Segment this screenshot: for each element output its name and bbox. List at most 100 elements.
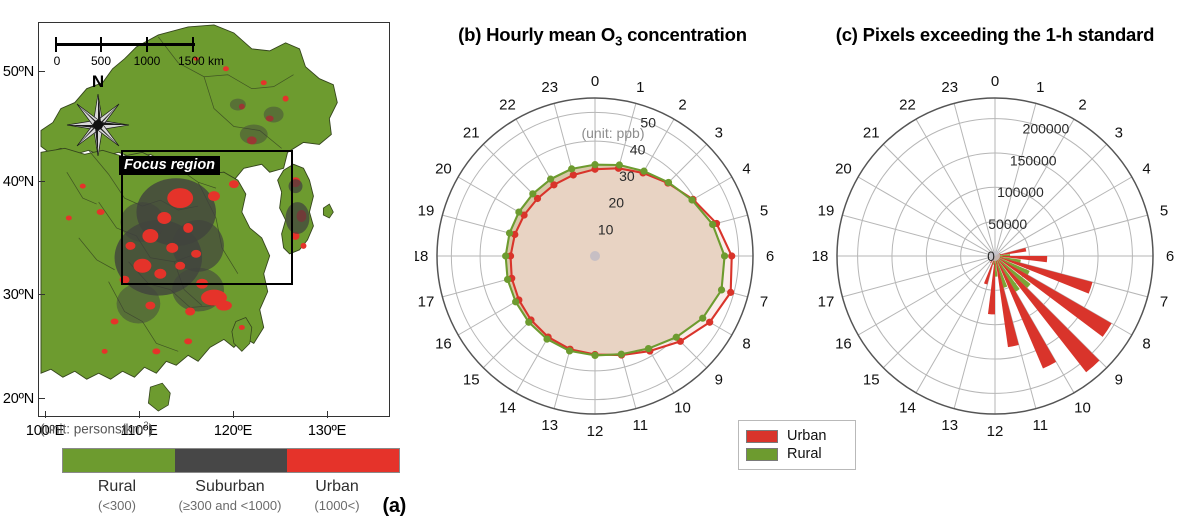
colorbar-class-range: (≥300 and <1000) bbox=[178, 498, 282, 513]
data-point-rural-h10 bbox=[644, 344, 653, 353]
legend-item-rural: Rural bbox=[746, 446, 848, 462]
hour-label-8: 8 bbox=[1142, 336, 1150, 353]
compass-north-label: N bbox=[91, 72, 105, 91]
hour-label-7: 7 bbox=[1160, 293, 1168, 310]
hour-label-6: 6 bbox=[1166, 248, 1174, 265]
focus-region-box bbox=[121, 150, 293, 285]
radial-tick-200000: 200000 bbox=[1023, 120, 1070, 136]
colorbar-unit-label: (unit: persons/km2) bbox=[40, 420, 153, 437]
map-lat-tick bbox=[38, 181, 45, 183]
hour-label-9: 9 bbox=[715, 372, 723, 389]
map-lon-label-110: 110ºE bbox=[120, 423, 158, 439]
radial-tick-10: 10 bbox=[598, 221, 614, 237]
map-lat-tick bbox=[38, 71, 45, 73]
map-frame bbox=[38, 22, 390, 417]
data-point-urban-h7 bbox=[727, 288, 735, 296]
bar-urban-h10 bbox=[995, 256, 1057, 369]
hour-label-5: 5 bbox=[760, 203, 768, 220]
hour-label-8: 8 bbox=[742, 336, 750, 353]
bar-rural-h11 bbox=[995, 256, 1008, 288]
legend-label-urban: Urban bbox=[787, 428, 827, 444]
map-lon-tick bbox=[233, 411, 235, 418]
legend-swatch-urban bbox=[746, 429, 778, 443]
data-point-rural-h0 bbox=[591, 161, 599, 169]
polar-bar-chart-exceedance: 0 123456789101112131415161718192021222305… bbox=[812, 73, 1175, 440]
focus-region-label: Focus region bbox=[119, 156, 221, 175]
panel-c-polar-bar: (c) Pixels exceeding the 1-h standard 0 1… bbox=[795, 0, 1195, 530]
hour-label-17: 17 bbox=[818, 293, 835, 310]
bar-urban-h13 bbox=[983, 256, 995, 285]
hour-label-22: 22 bbox=[499, 96, 516, 113]
map-lat-tick bbox=[38, 294, 45, 296]
hour-label-12: 12 bbox=[587, 423, 604, 440]
radial-tick-150000: 150000 bbox=[1010, 152, 1057, 168]
panel-b-title-sub: 3 bbox=[615, 33, 623, 49]
bar-urban-h11 bbox=[995, 256, 1019, 348]
bar-rural-h7 bbox=[995, 256, 1021, 263]
data-point-rural-h16 bbox=[512, 298, 520, 306]
radial-tick-50: 50 bbox=[640, 115, 656, 131]
map-scalebar: 0 500 1000 1500 km bbox=[54, 36, 224, 68]
hour-label-14: 14 bbox=[899, 400, 916, 417]
hour-label-1: 1 bbox=[636, 79, 644, 96]
legend-swatch-rural bbox=[746, 447, 778, 461]
radial-tick-100000: 100000 bbox=[997, 184, 1044, 200]
map-lon-tick bbox=[327, 411, 329, 418]
colorbar-class-name: Suburban bbox=[195, 478, 265, 495]
hour-label-22: 22 bbox=[899, 96, 916, 113]
hour-label-15: 15 bbox=[863, 372, 880, 389]
scalebar-label-0: 0 bbox=[53, 54, 61, 68]
panel-b-title-base: (b) Hourly mean O bbox=[458, 24, 616, 45]
radial-tick-40: 40 bbox=[630, 141, 646, 157]
bar-urban-h5 bbox=[995, 247, 1027, 256]
colorbar-segment-urban bbox=[287, 449, 399, 472]
data-point-urban-h20 bbox=[520, 211, 528, 219]
hour-label-21: 21 bbox=[863, 124, 880, 141]
unit-note-ppb: (unit: ppb) bbox=[581, 125, 644, 141]
scalebar-tick bbox=[146, 37, 149, 52]
bar-rural-h12 bbox=[995, 256, 998, 277]
data-point-rural-h8 bbox=[699, 314, 707, 322]
scalebar-line bbox=[55, 43, 195, 46]
data-point-rural-h11 bbox=[617, 350, 625, 358]
map-lon-label-130: 130ºE bbox=[307, 423, 347, 439]
bar-urban-h9 bbox=[995, 256, 1100, 373]
panel-a-tag: (a) bbox=[382, 495, 406, 517]
hour-label-2: 2 bbox=[1078, 96, 1086, 113]
hour-label-4: 4 bbox=[1142, 161, 1150, 178]
data-point-rural-h23 bbox=[568, 165, 576, 173]
panel-b-title-tail: concentration bbox=[622, 24, 747, 45]
hour-label-1: 1 bbox=[1036, 79, 1044, 96]
colorbar-class-urban: Urban (1000<) bbox=[272, 478, 402, 513]
map-lat-label-50: 50ºN bbox=[2, 64, 34, 80]
hour-label-4: 4 bbox=[742, 161, 750, 178]
data-point-rural-h6 bbox=[720, 252, 729, 260]
data-point-rural-h3 bbox=[664, 178, 673, 187]
scalebar-tick bbox=[100, 37, 103, 52]
map-lat-label-40: 40ºN bbox=[2, 174, 34, 190]
radial-tick-0: 0 bbox=[987, 248, 995, 264]
panel-c-title: (c) Pixels exceeding the 1-h standard bbox=[835, 24, 1155, 45]
map-lat-label-20: 20ºN bbox=[2, 391, 34, 407]
data-point-rural-h22 bbox=[547, 175, 555, 183]
hour-label-20: 20 bbox=[435, 161, 452, 178]
bar-urban-h12 bbox=[987, 256, 995, 315]
hour-label-23: 23 bbox=[941, 79, 958, 96]
data-point-urban-h22 bbox=[550, 181, 558, 189]
map-lon-tick bbox=[45, 411, 47, 418]
hour-label-3: 3 bbox=[715, 124, 723, 141]
colorbar-class-range: (<300) bbox=[98, 498, 136, 513]
colorbar-class-range: (1000<) bbox=[314, 498, 360, 513]
polar-line-chart-o3: 0 123456789101112131415161718192021222310… bbox=[415, 73, 774, 440]
hour-label-18: 18 bbox=[812, 248, 829, 265]
colorbar-class-name: Rural bbox=[97, 478, 137, 495]
data-point-rural-h14 bbox=[543, 335, 551, 343]
hour-label-10: 10 bbox=[1074, 400, 1091, 417]
colorbar-class-name: Urban bbox=[315, 478, 359, 495]
hour-label-23: 23 bbox=[541, 79, 558, 96]
hour-label-10: 10 bbox=[674, 400, 691, 417]
hour-label-11: 11 bbox=[633, 417, 649, 434]
hour-label-11: 11 bbox=[1033, 417, 1049, 434]
hour-label-19: 19 bbox=[818, 203, 835, 220]
